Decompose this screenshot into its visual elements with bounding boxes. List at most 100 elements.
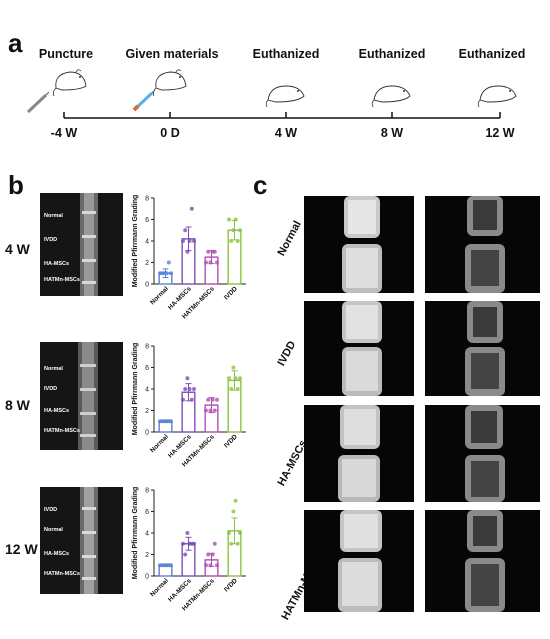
y-tick-label: 4: [145, 239, 149, 246]
timeline-time-label: 4 W: [274, 126, 298, 140]
data-point: [206, 249, 211, 254]
data-point: [229, 387, 234, 391]
timeline-stage-label: Euthanized: [458, 47, 526, 61]
x-tick-label: Normal: [149, 285, 170, 306]
y-tick-label: 8: [145, 344, 149, 351]
ct-3d-image: [304, 405, 414, 502]
timeline-stage-label: Given materials: [125, 47, 219, 61]
mri-image: IVDD Normal HA-MSCs HATMn-MSCs: [40, 487, 123, 594]
y-tick-label: 6: [145, 509, 149, 516]
y-tick-label: 8: [145, 488, 149, 495]
data-point: [181, 397, 185, 402]
data-point: [181, 239, 185, 243]
y-tick-label: 2: [145, 408, 149, 415]
timeline-time-label: 8 W: [380, 126, 404, 140]
ct-group-label: IVDD: [275, 339, 299, 368]
ct-3d-image: [304, 301, 414, 396]
y-tick-label: 2: [145, 260, 149, 267]
mri-label: Normal: [44, 527, 63, 533]
data-point: [210, 552, 215, 557]
data-point: [231, 228, 236, 233]
mouse-illustration: [477, 85, 517, 108]
timeline-stage-label: Euthanized: [358, 47, 426, 61]
mri-label: Normal: [44, 366, 63, 372]
timeline-axis: [63, 112, 501, 119]
ct-section-image: [425, 301, 540, 396]
data-point: [183, 387, 188, 391]
data-point: [229, 239, 234, 243]
timeline-stage-label: Puncture: [38, 47, 94, 61]
week-label: 12 W: [5, 541, 38, 557]
y-tick-label: 4: [145, 531, 149, 538]
timeline-time-label: -4 W: [50, 126, 78, 140]
x-tick-label: IVDD: [223, 577, 239, 593]
mri-image: Normal IVDD HA-MSCs HATMn-MSCs: [40, 342, 123, 450]
data-point: [187, 387, 192, 391]
y-tick-label: 6: [145, 365, 149, 372]
data-point: [185, 531, 190, 535]
ct-group-label: Normal: [275, 218, 304, 258]
data-point: [212, 249, 217, 254]
data-point: [192, 239, 196, 243]
data-point: [183, 228, 188, 233]
data-point: [189, 397, 194, 402]
mouse-illustration: [371, 85, 411, 108]
data-point: [235, 239, 240, 243]
data-point: [215, 563, 219, 568]
data-point: [227, 531, 231, 535]
y-axis-label: Modified Pfirrmann Grading: [132, 195, 139, 288]
data-point: [206, 397, 211, 402]
data-point: [208, 260, 213, 265]
data-point: [233, 498, 238, 503]
y-tick-label: 0: [145, 430, 149, 437]
timeline-panel: Puncture Given materials Euthanized Euth…: [0, 0, 550, 160]
data-point: [169, 563, 173, 568]
data-point: [204, 563, 208, 568]
y-tick-label: 8: [145, 196, 149, 203]
timeline-time-label: 12 W: [485, 126, 515, 140]
data-point: [233, 217, 238, 222]
data-point: [169, 271, 173, 276]
data-point: [231, 365, 236, 370]
y-axis-label: Modified Pfirrmann Grading: [132, 487, 139, 580]
mri-label: HA-MSCs: [44, 261, 70, 267]
ct-3d-image: [304, 196, 414, 293]
data-point: [185, 249, 190, 254]
mri-label: HA-MSCs: [44, 408, 70, 414]
data-point: [235, 387, 240, 391]
y-tick-label: 2: [145, 552, 149, 559]
data-point: [212, 408, 217, 413]
data-point: [238, 531, 242, 535]
data-point: [208, 563, 213, 568]
y-tick-label: 6: [145, 217, 149, 224]
data-point: [238, 376, 242, 381]
mri-image: Normal IVDD HA-MSCs HATMn-MSCs: [40, 193, 123, 296]
data-point: [181, 541, 185, 546]
mri-label: HATMn-MSCs: [44, 277, 80, 283]
data-point: [215, 397, 219, 402]
x-tick-label: Normal: [149, 433, 170, 454]
mri-label: IVDD: [44, 237, 58, 243]
data-point: [212, 541, 217, 546]
data-point: [189, 206, 194, 211]
syringe-icon: [26, 92, 50, 114]
mri-label: IVDD: [44, 507, 58, 513]
ct-section-image: [425, 196, 540, 293]
timeline-time-label: 0 D: [160, 126, 180, 140]
mri-label: IVDD: [44, 386, 58, 392]
data-point: [229, 541, 234, 546]
data-point: [231, 509, 236, 514]
x-tick-label: Normal: [149, 577, 170, 598]
mri-label: Normal: [44, 213, 63, 219]
week-label: 8 W: [5, 397, 30, 413]
panel-label-c: c: [253, 170, 268, 200]
y-tick-label: 4: [145, 387, 149, 394]
y-tick-label: 0: [145, 282, 149, 289]
data-point: [183, 552, 188, 557]
data-point: [204, 408, 208, 413]
y-axis-label: Modified Pfirrmann Grading: [132, 343, 139, 436]
mouse-illustration: [52, 69, 87, 96]
panel-label-a: a: [8, 28, 23, 58]
